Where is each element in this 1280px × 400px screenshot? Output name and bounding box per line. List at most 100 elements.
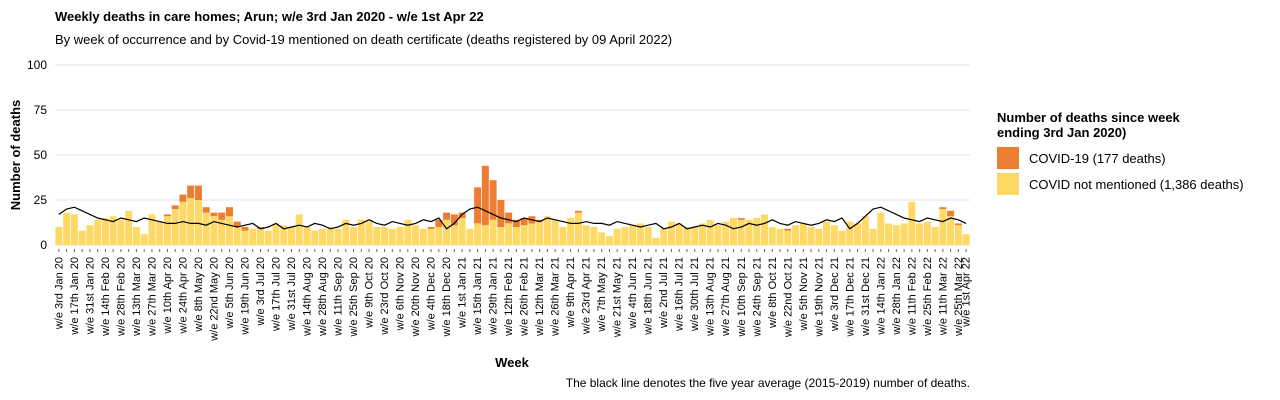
bar-segment bbox=[799, 223, 807, 245]
bar-segment bbox=[823, 221, 831, 245]
bar-segment bbox=[280, 225, 288, 245]
x-tick-label: w/e 3rd Dec 21 bbox=[829, 257, 841, 332]
bar-segment bbox=[241, 230, 249, 245]
x-tick-label: w/e 24th Apr 20 bbox=[177, 257, 189, 334]
bar-segment bbox=[218, 219, 226, 245]
bar-segment bbox=[179, 201, 187, 245]
x-tick-label: w/e 13th Aug 21 bbox=[705, 257, 717, 337]
bar-segment bbox=[714, 225, 722, 245]
bar-segment bbox=[877, 212, 885, 245]
bar-segment bbox=[427, 227, 435, 229]
x-tick-label: w/e 17th Jul 20 bbox=[270, 257, 282, 332]
x-tick-label: w/e 26th Feb 21 bbox=[519, 257, 531, 337]
x-tick-label: w/e 1st Jan 21 bbox=[457, 257, 469, 329]
x-tick-label: w/e 28th Aug 20 bbox=[317, 257, 329, 337]
legend-swatch bbox=[997, 147, 1019, 169]
bar-segment bbox=[427, 228, 435, 245]
x-tick-label: w/e 23rd Apr 21 bbox=[581, 257, 593, 335]
bar-segment bbox=[233, 227, 241, 245]
bar-segment bbox=[396, 227, 404, 245]
x-tick-label: w/e 7th May 21 bbox=[596, 257, 608, 333]
x-tick-label: w/e 18th Dec 20 bbox=[441, 257, 453, 338]
bar-segment bbox=[621, 227, 629, 245]
bar-segment bbox=[947, 216, 955, 245]
bar-segment bbox=[303, 227, 311, 245]
bar-segment bbox=[295, 214, 303, 245]
bar-segment bbox=[256, 228, 264, 245]
bar-segment bbox=[474, 187, 482, 224]
x-tick-label: w/e 15th Jan 21 bbox=[472, 257, 484, 336]
x-tick-label: w/e 2nd Jul 21 bbox=[658, 257, 670, 329]
bar-segment bbox=[551, 219, 559, 245]
bar-segment bbox=[613, 228, 621, 245]
average-line bbox=[58, 206, 967, 230]
chart-title: Weekly deaths in care homes; Arun; w/e 3… bbox=[55, 9, 484, 24]
bar-segment bbox=[536, 219, 544, 222]
bar-segment bbox=[342, 219, 350, 245]
bar-segment bbox=[86, 225, 94, 245]
bar-segment bbox=[761, 214, 769, 245]
bar-segment bbox=[598, 232, 606, 245]
bar-segment bbox=[722, 221, 730, 245]
x-tick-label: w/e 1st Apr 22 bbox=[961, 257, 973, 328]
bar-segment bbox=[179, 194, 187, 202]
bar-segment bbox=[869, 228, 877, 245]
bar-segment bbox=[249, 228, 257, 245]
bar-segment bbox=[233, 221, 241, 227]
x-tick-label: w/e 25th Mar 22 bbox=[953, 257, 965, 337]
footnote: The black line denotes the five year ave… bbox=[566, 376, 970, 390]
bar-segment bbox=[194, 185, 202, 200]
x-tick-label: w/e 11th Feb 22 bbox=[906, 257, 918, 336]
x-tick-label: w/e 14th Jan 22 bbox=[875, 257, 887, 336]
x-tick-label: w/e 26th Mar 21 bbox=[550, 257, 562, 337]
bar-segment bbox=[210, 216, 218, 245]
bar-segment bbox=[187, 198, 195, 245]
bar-segment bbox=[706, 219, 714, 245]
bar-segment bbox=[737, 218, 745, 220]
bar-segment bbox=[319, 228, 327, 245]
x-tick-label: w/e 6th Nov 20 bbox=[395, 257, 407, 331]
bar-segment bbox=[458, 218, 466, 245]
bar-segment bbox=[497, 200, 505, 227]
x-tick-label: w/e 12th Mar 21 bbox=[534, 257, 546, 337]
bar-segment bbox=[225, 207, 233, 217]
bar-segment bbox=[776, 228, 784, 245]
x-tick-label: w/e 22nd Oct 21 bbox=[782, 257, 794, 338]
legend-title: Number of deaths since week ending 3rd J… bbox=[997, 110, 1180, 140]
bar-segment bbox=[737, 219, 745, 245]
bar-segment bbox=[435, 227, 443, 245]
bar-segment bbox=[365, 221, 373, 245]
bar-segment bbox=[466, 228, 474, 245]
bar-segment bbox=[753, 218, 761, 245]
bar-segment bbox=[94, 219, 102, 245]
bar-segment bbox=[520, 218, 528, 226]
bar-segment bbox=[505, 223, 513, 245]
bar-segment bbox=[939, 207, 947, 209]
x-tick-label: w/e 4th Dec 20 bbox=[426, 257, 438, 331]
bar-segment bbox=[629, 225, 637, 245]
bar-segment bbox=[171, 205, 179, 209]
bar-segment bbox=[908, 201, 916, 245]
bar-segment bbox=[652, 237, 660, 245]
bar-segment bbox=[768, 227, 776, 245]
bar-segment bbox=[497, 227, 505, 245]
bar-segment bbox=[784, 230, 792, 245]
x-tick-label: w/e 22nd May 20 bbox=[208, 257, 220, 342]
bar-segment bbox=[698, 223, 706, 245]
bar-segment bbox=[443, 212, 451, 220]
bar-segment bbox=[202, 207, 210, 213]
bar-segment bbox=[412, 225, 420, 245]
x-tick-label: w/e 27th Mar 20 bbox=[146, 257, 158, 337]
bar-segment bbox=[854, 223, 862, 245]
bar-segment bbox=[163, 214, 171, 217]
x-tick-label: w/e 19th Jun 20 bbox=[239, 257, 251, 336]
bar-segment bbox=[435, 219, 443, 227]
x-tick-label: w/e 17th Dec 21 bbox=[844, 257, 856, 338]
x-tick-label: w/e 17th Jan 20 bbox=[69, 257, 81, 336]
bar-segment bbox=[311, 230, 319, 245]
x-tick-label: w/e 13th Mar 20 bbox=[131, 257, 143, 337]
x-tick-label: w/e 9th Apr 21 bbox=[565, 257, 577, 328]
x-tick-label: w/e 11th Mar 22 bbox=[937, 257, 949, 336]
x-tick-label: w/e 31st Dec 21 bbox=[860, 257, 872, 337]
bar-segment bbox=[132, 227, 140, 245]
